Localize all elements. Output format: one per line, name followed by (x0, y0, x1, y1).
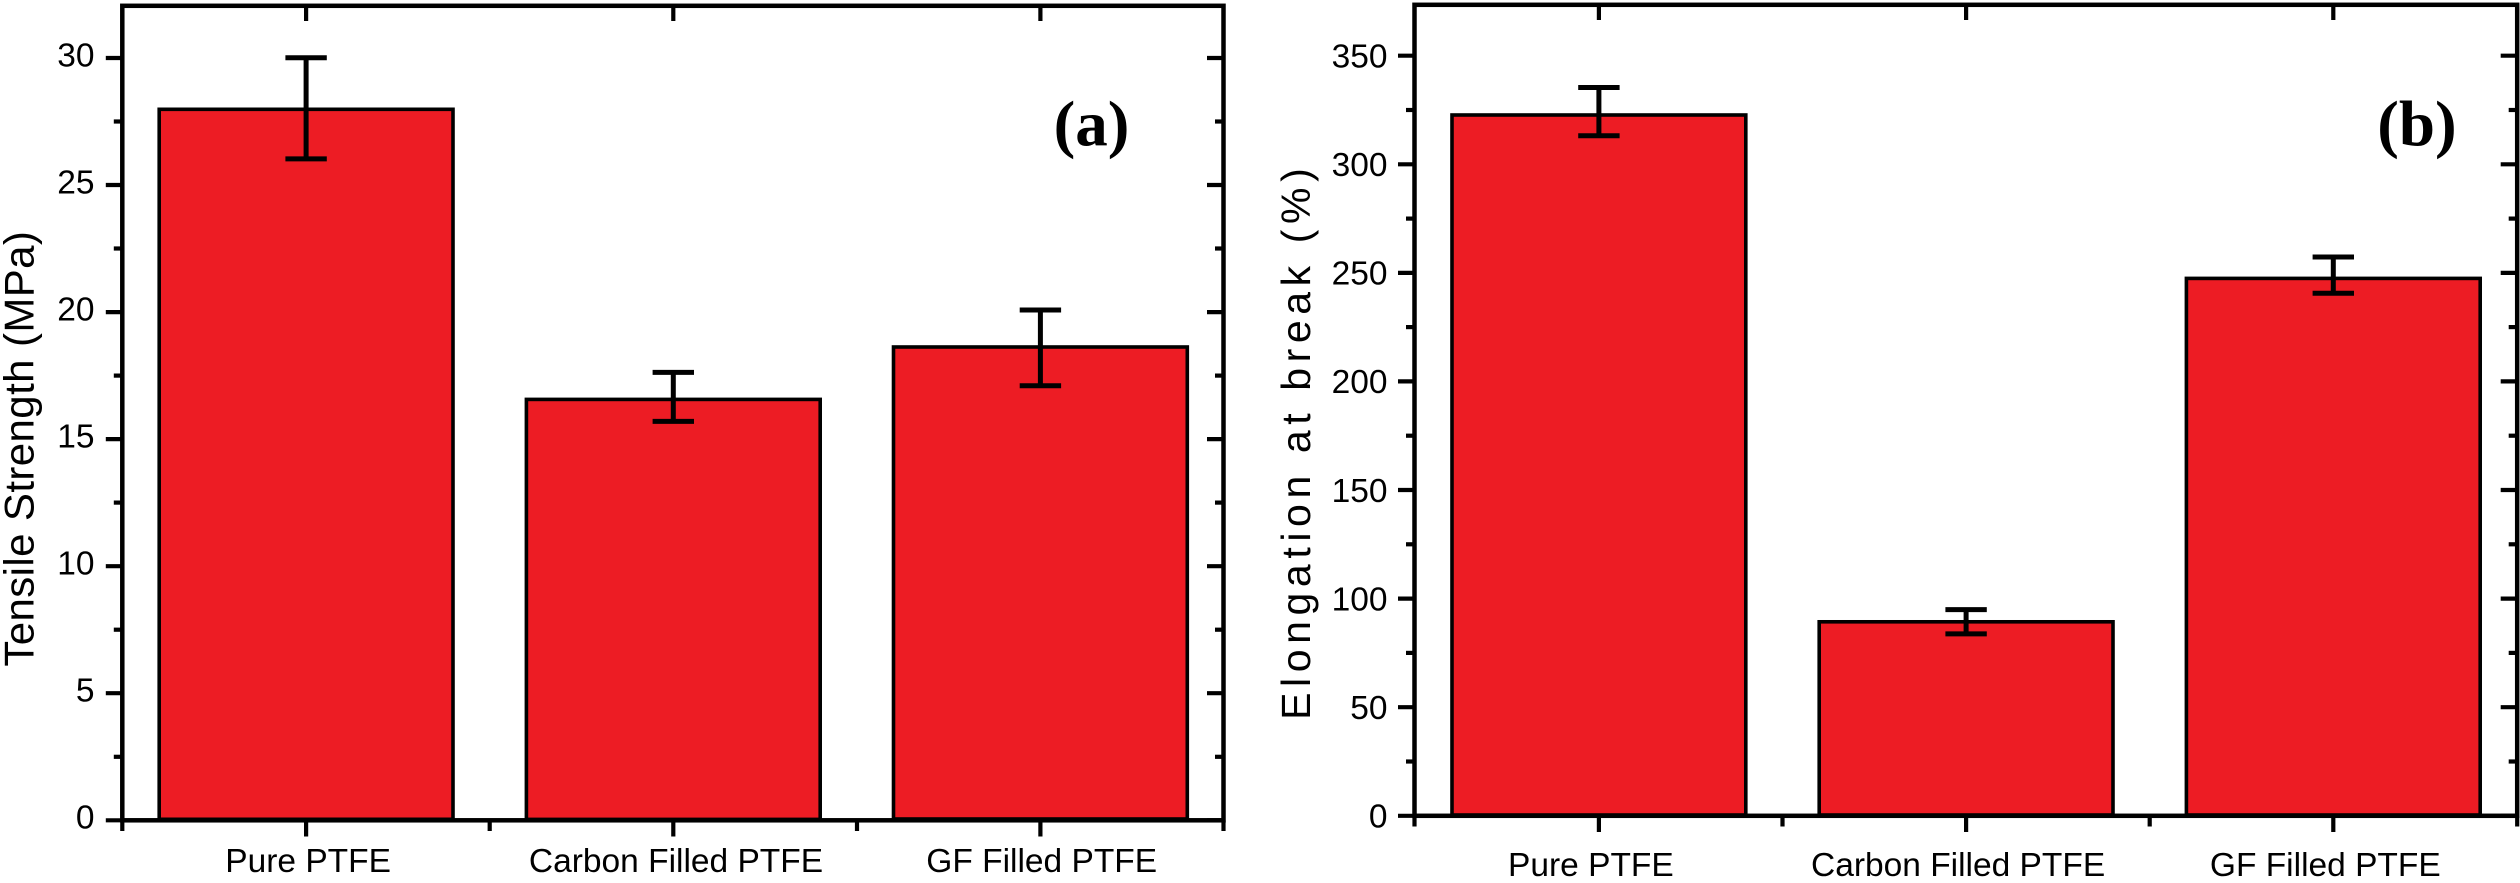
svg-text:Pure PTFE: Pure PTFE (225, 843, 391, 880)
svg-text:Pure PTFE: Pure PTFE (1508, 847, 1674, 883)
svg-text:Carbon Filled PTFE: Carbon Filled PTFE (529, 843, 823, 880)
svg-text:(a): (a) (1054, 89, 1130, 161)
svg-text:30: 30 (57, 37, 94, 74)
svg-text:25: 25 (57, 164, 94, 201)
svg-text:0: 0 (1369, 799, 1388, 836)
svg-text:15: 15 (57, 418, 94, 455)
svg-text:10: 10 (57, 546, 94, 583)
svg-text:Tensile Strength (MPa): Tensile Strength (MPa) (0, 231, 43, 667)
svg-text:150: 150 (1332, 473, 1388, 510)
svg-text:20: 20 (57, 291, 94, 328)
svg-text:350: 350 (1332, 39, 1388, 76)
svg-text:5: 5 (76, 673, 95, 710)
svg-text:Carbon Filled PTFE: Carbon Filled PTFE (1811, 847, 2105, 883)
svg-text:100: 100 (1332, 581, 1388, 618)
svg-text:50: 50 (1350, 690, 1387, 727)
svg-text:Elongation at break (%): Elongation at break (%) (1273, 163, 1319, 720)
svg-text:GF Filled PTFE: GF Filled PTFE (2210, 847, 2441, 883)
svg-text:GF Filled PTFE: GF Filled PTFE (926, 843, 1157, 880)
svg-text:(b): (b) (2377, 89, 2456, 161)
svg-text:250: 250 (1332, 256, 1388, 293)
svg-text:300: 300 (1332, 147, 1388, 184)
svg-text:0: 0 (76, 800, 95, 837)
svg-text:200: 200 (1332, 364, 1388, 401)
